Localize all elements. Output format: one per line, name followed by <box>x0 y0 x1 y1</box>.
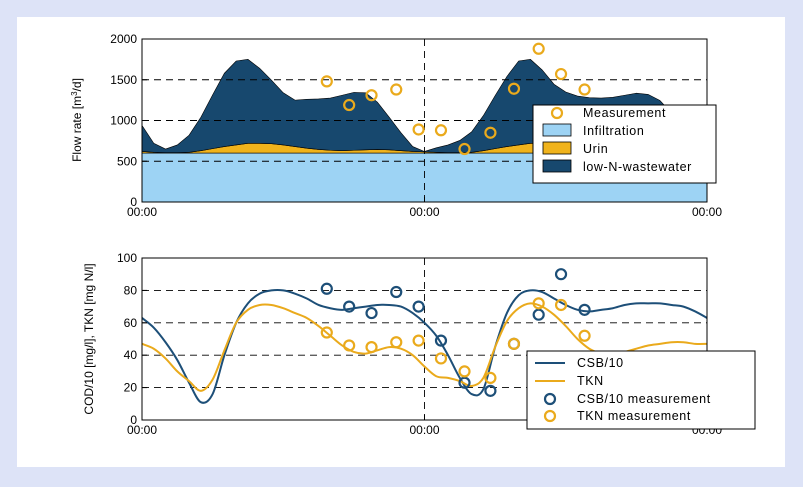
csb-measurement-point <box>578 303 591 316</box>
flow-measurement-point <box>507 82 521 95</box>
cod-legend: CSB/10 TKN CSB/10 measurement TKN measur… <box>526 350 756 430</box>
legend-measurement-label: Measurement <box>583 106 666 120</box>
figure-panel: 0 500 1000 1500 2000 00:00 00:00 00:00 Flow rat… <box>17 17 785 467</box>
cod-xtick-label: 00:00 <box>409 423 439 437</box>
flow-measurement-point <box>343 98 356 112</box>
tkn-measurement-point <box>390 336 403 349</box>
flow-legend: Measurement Infiltration Urin low-N-wast… <box>532 104 717 184</box>
flow-ytick-label: 1500 <box>110 73 137 87</box>
cod-measurement-markers <box>320 268 591 397</box>
flow-measurement-markers <box>320 42 591 156</box>
flow-measurement-point <box>320 75 333 88</box>
tkn-measurement-point <box>434 352 448 365</box>
csb-measurement-point <box>484 384 497 397</box>
tkn-measurement-point <box>320 326 333 339</box>
csb-measurement-point <box>390 285 403 299</box>
tkn-measurement-point <box>554 298 568 312</box>
flow-measurement-point <box>532 42 545 55</box>
flow-rate-chart: 0 500 1000 1500 2000 00:00 00:00 00:00 Flow rat… <box>70 32 723 219</box>
legend-measurement-marker <box>550 106 564 120</box>
flow-measurement-point <box>578 83 591 96</box>
flow-measurement-point <box>434 124 448 137</box>
legend-infiltration-swatch <box>542 123 572 137</box>
legend-urin-swatch <box>542 141 572 155</box>
tkn-measurement-point <box>532 297 545 310</box>
flow-measurement-point <box>458 142 471 156</box>
flow-xtick-label: 00:00 <box>692 205 722 219</box>
flow-ytick-label: 0 <box>130 195 137 209</box>
csb-measurement-point <box>320 282 333 295</box>
flow-ytick-label: 2000 <box>110 32 137 46</box>
flow-xtick-label: 00:00 <box>127 205 157 219</box>
legend-tkn-measurement-marker <box>543 409 557 423</box>
legend-infiltration-label: Infiltration <box>583 124 644 138</box>
legend-wastewater-label: low-N-wastewater <box>583 160 692 174</box>
tkn-measurement-point <box>365 341 378 354</box>
csb-measurement-point <box>412 300 425 313</box>
cod-y-axis-label: COD/10 [mg/l], TKN [mg N/l] <box>82 263 96 414</box>
flow-ticks: 0 500 1000 1500 2000 00:00 00:00 00:00 <box>110 32 722 219</box>
tkn-measurement-point <box>507 337 521 350</box>
cod-ytick-label: 60 <box>124 316 138 330</box>
cod-ytick-label: 100 <box>117 251 137 265</box>
tkn-measurement-point <box>458 365 471 378</box>
cod-ytick-label: 20 <box>124 381 138 395</box>
tkn-measurement-point <box>578 329 591 342</box>
flow-measurement-point <box>554 67 568 81</box>
cod-ytick-label: 40 <box>124 348 138 362</box>
csb-measurement-point <box>343 300 356 313</box>
legend-tkn-measurement-label: TKN measurement <box>577 409 691 423</box>
legend-csb-measurement-marker <box>543 392 557 406</box>
csb-measurement-point <box>458 376 471 389</box>
cod-xtick-label: 00:00 <box>127 423 157 437</box>
legend-csb-label: CSB/10 <box>577 356 624 370</box>
flow-ytick-label: 500 <box>117 154 137 168</box>
cod-ytick-label: 0 <box>130 413 137 427</box>
legend-wastewater-swatch <box>542 159 572 173</box>
legend-urin-label: Urin <box>583 142 608 156</box>
flow-measurement-point <box>484 126 497 139</box>
flow-y-axis-label: Flow rate [m3/d] <box>70 78 85 162</box>
flow-measurement-point <box>365 89 378 102</box>
legend-csb-measurement-label: CSB/10 measurement <box>577 392 711 406</box>
legend-tkn-label: TKN <box>577 374 604 388</box>
flow-ytick-label: 1000 <box>110 114 137 128</box>
tkn-measurement-point <box>343 339 356 352</box>
csb-measurement-point <box>554 268 568 281</box>
tkn-measurement-point <box>412 334 425 347</box>
csb-measurement-point <box>365 306 378 320</box>
flow-xtick-label: 00:00 <box>409 205 439 219</box>
tkn-measurement-point <box>484 371 497 384</box>
csb-measurement-point <box>434 334 448 347</box>
csb-measurement-point <box>532 308 545 321</box>
flow-measurement-point <box>412 123 425 136</box>
flow-measurement-point <box>390 83 403 96</box>
cod-ytick-label: 80 <box>124 283 138 297</box>
